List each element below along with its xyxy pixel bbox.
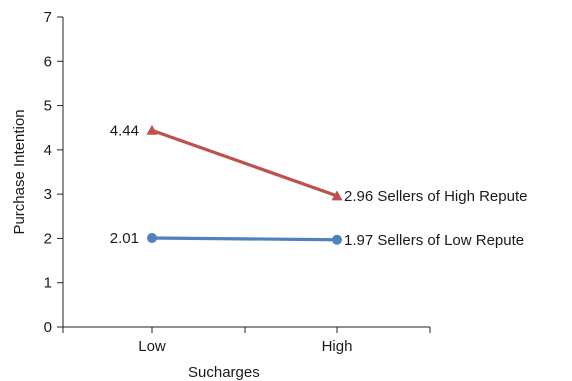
y-tick-label: 0 [44, 319, 52, 336]
y-tick-label: 1 [44, 275, 52, 292]
series-circle: 2.01 1.97 Sellers of Low Repute [110, 230, 524, 249]
data-label: 4.44 [110, 122, 139, 139]
series-line [150, 236, 339, 242]
x-tick-label: Low [138, 338, 166, 355]
series-triangle: 4.44 2.96 Sellers of High Repute [110, 122, 528, 205]
data-label: 2.01 [110, 230, 139, 247]
data-label: 1.97 [344, 232, 373, 249]
y-tick-label: 4 [44, 142, 52, 159]
y-tick-label: 5 [44, 98, 52, 115]
y-axis: 0 1 2 3 4 5 6 7 [44, 9, 64, 336]
data-point-circle [147, 232, 157, 243]
x-tick-label: High [322, 338, 353, 355]
y-tick-label: 3 [44, 186, 52, 203]
y-tick-label: 7 [44, 9, 52, 26]
y-axis-title: Purchase Intention [11, 109, 28, 234]
data-point-triangle [146, 124, 158, 135]
data-point-circle [332, 234, 342, 245]
x-axis-title: Sucharges [188, 364, 260, 381]
y-tick-label: 6 [44, 53, 52, 70]
end-label: 1.97 Sellers of Low Repute [344, 232, 524, 249]
y-tick-label: 2 [44, 230, 52, 247]
series-line [150, 128, 339, 198]
series-name-label: Sellers of High Repute [373, 188, 527, 205]
series-layer: 4.44 2.96 Sellers of High Repute 2.01 1.97 … [110, 122, 528, 248]
data-label: 2.96 [344, 188, 373, 205]
x-axis: Low High [62, 326, 431, 355]
data-point-triangle [331, 190, 343, 201]
series-name-label: Sellers of Low Repute [373, 232, 524, 249]
end-label: 2.96 Sellers of High Repute [344, 188, 527, 205]
